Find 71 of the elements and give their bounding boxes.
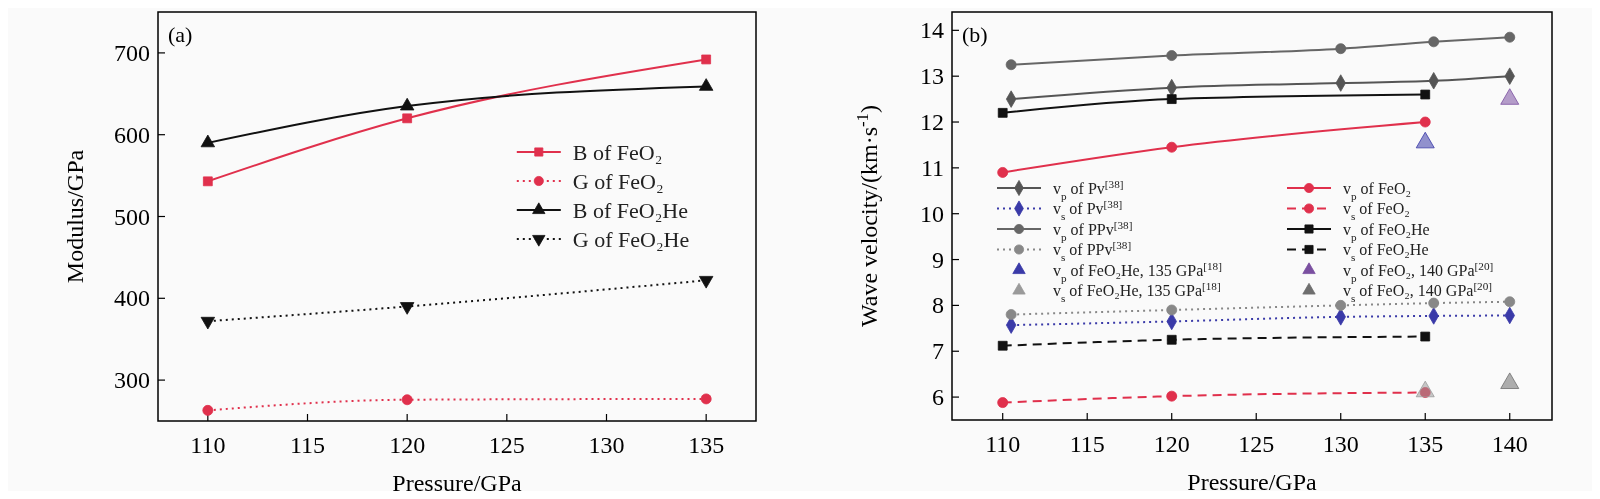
legend-label: B of FeO₂ — [572, 139, 663, 165]
legend-label: v$_{p}$ of FeO₂He — [1343, 220, 1430, 243]
y-tick-label: 12 — [920, 109, 944, 136]
legend-label: B of FeO₂He — [572, 197, 689, 223]
y-tick-label: 700 — [114, 39, 150, 66]
y-tick-label: 8 — [932, 292, 944, 319]
point — [1166, 50, 1178, 61]
x-tick-label: 120 — [1153, 431, 1190, 457]
point — [997, 167, 1009, 178]
point — [699, 78, 714, 91]
point — [402, 113, 413, 124]
y-tick-label: 14 — [920, 17, 944, 44]
point — [1420, 331, 1431, 342]
point — [1428, 297, 1440, 309]
x-tick-label: 110 — [190, 432, 226, 458]
annotation: (a) — [168, 22, 193, 47]
point — [202, 404, 214, 416]
point — [1504, 296, 1516, 308]
point — [1005, 59, 1017, 71]
legend-label: G of FeO₂He — [572, 226, 690, 252]
point — [701, 54, 712, 65]
point — [1166, 304, 1178, 316]
point — [700, 393, 712, 405]
y-tick-label: 13 — [920, 63, 944, 90]
point — [997, 397, 1009, 408]
y-axis-title: Modulus/GPa — [62, 149, 88, 284]
point — [997, 340, 1008, 351]
x-tick-label: 115 — [1069, 431, 1105, 457]
x-tick-label: 115 — [289, 432, 326, 458]
point — [200, 134, 215, 148]
y-tick-label: 300 — [114, 367, 150, 394]
point — [1166, 94, 1177, 104]
point — [400, 302, 415, 315]
x-tick-label: 130 — [588, 432, 625, 458]
x-tick-label: 125 — [1238, 431, 1275, 457]
x-axis-title: Pressure/GPa — [392, 470, 522, 496]
point — [1420, 89, 1431, 100]
point — [1419, 116, 1431, 128]
x-tick-label: 120 — [389, 432, 426, 458]
x-tick-label: 140 — [1491, 431, 1528, 457]
y-tick-label: 10 — [920, 200, 944, 227]
legend-label: G of FeO₂ — [572, 168, 664, 194]
x-tick-label: 130 — [1322, 431, 1359, 457]
y-tick-label: 500 — [114, 203, 150, 230]
x-axis-title: Pressure/GPa — [1187, 469, 1317, 495]
point — [1428, 36, 1440, 48]
x-tick-label: 125 — [488, 432, 525, 458]
x-tick-label: 110 — [985, 431, 1021, 457]
legend-label: v$_{p}$ of Pv$^{[38]}$ — [1053, 177, 1124, 202]
y-tick-label: 400 — [114, 285, 150, 312]
point — [400, 97, 415, 111]
annotation: (b) — [962, 22, 988, 47]
y-tick-label: 600 — [114, 121, 150, 148]
point — [1504, 31, 1516, 43]
point — [1166, 390, 1178, 402]
y-tick-label: 9 — [932, 246, 944, 273]
point — [202, 176, 213, 187]
point — [200, 316, 215, 330]
y-tick-label: 7 — [932, 338, 944, 365]
y-tick-label: 11 — [920, 154, 944, 181]
point — [1166, 141, 1178, 153]
point — [1335, 299, 1347, 311]
point — [1166, 334, 1177, 345]
point — [1335, 43, 1347, 55]
x-tick-label: 135 — [1407, 431, 1444, 457]
point — [401, 394, 413, 406]
x-tick-label: 135 — [688, 432, 725, 458]
legend-label: v$_{p}$ of FeO₂ — [1343, 179, 1412, 202]
y-tick-label: 6 — [932, 384, 944, 411]
point — [1005, 309, 1017, 320]
point — [997, 108, 1008, 118]
